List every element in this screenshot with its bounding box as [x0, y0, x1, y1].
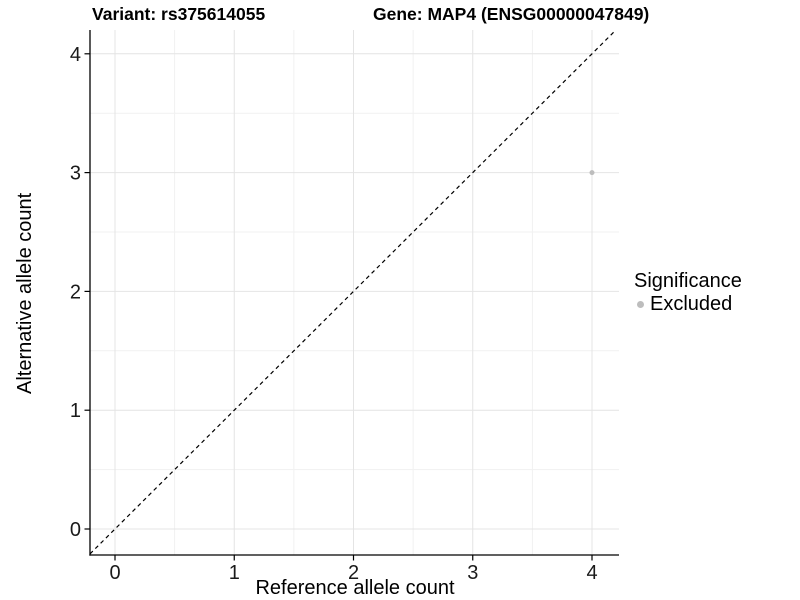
x-tick-label: 4	[586, 562, 597, 584]
x-tick-label: 3	[467, 562, 478, 584]
y-tick-label: 3	[70, 163, 81, 185]
x-tick-label: 0	[109, 562, 120, 584]
x-tick-label: 1	[229, 562, 240, 584]
plot-title-gene: Gene: MAP4 (ENSG00000047849)	[373, 4, 650, 24]
y-tick-label: 2	[70, 281, 81, 303]
y-tick-label: 4	[70, 44, 81, 66]
plot-title-variant: Variant: rs375614055	[92, 4, 266, 24]
y-tick-label: 0	[70, 519, 81, 541]
legend-point-icon	[637, 301, 644, 308]
y-tick-label: 1	[70, 400, 81, 422]
identity-line	[89, 29, 617, 555]
legend-title: Significance	[634, 270, 742, 292]
legend-item-excluded: Excluded	[633, 293, 742, 316]
x-tick-label: 2	[348, 562, 359, 584]
x-axis-title: Reference allele count	[255, 577, 455, 599]
data-point	[589, 170, 595, 176]
legend: Significance Excluded	[633, 270, 742, 316]
legend-item-label: Excluded	[650, 293, 733, 315]
